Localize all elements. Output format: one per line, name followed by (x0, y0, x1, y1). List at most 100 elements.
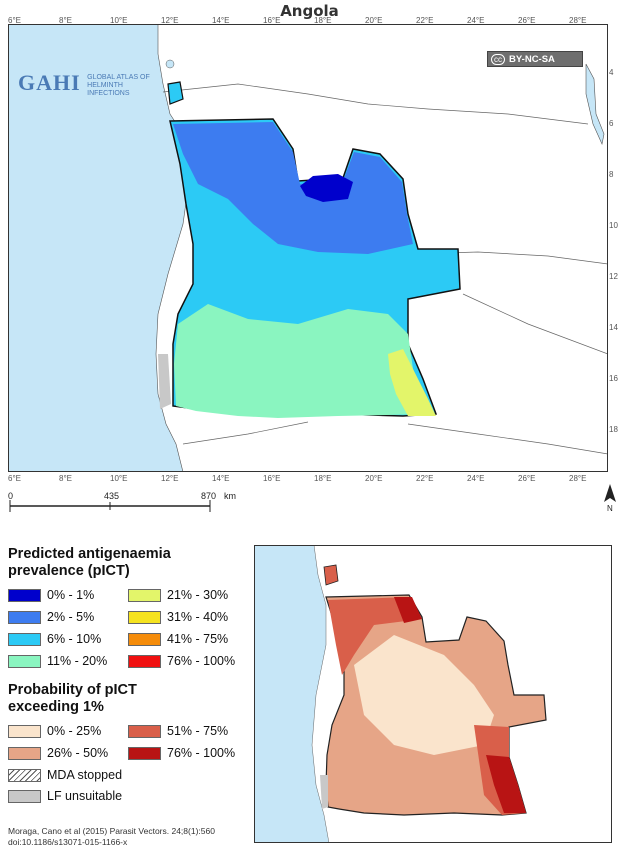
lon-tick-top-5: 16°E (263, 16, 281, 25)
region-2-5 (173, 122, 413, 254)
region-11-20 (174, 304, 433, 418)
legend-prob-swatch-2 (8, 746, 41, 760)
legend-prob-swatch-3 (128, 746, 161, 760)
legend-prob-heading-2: exceeding 1% (8, 699, 104, 715)
legend-pict-swatch-6 (8, 654, 41, 668)
legend-other-item-1: LF unsuitable (8, 789, 248, 803)
lon-tick-bottom-4: 14°E (212, 474, 230, 483)
lon-tick-bottom-11: 28°E (569, 474, 587, 483)
license-text: BY-NC-SA (509, 53, 555, 65)
inset-probability-map (254, 545, 612, 843)
lon-tick-top-1: 8°E (59, 16, 72, 25)
legend-pict-swatch-2 (8, 610, 41, 624)
legend-prob-label-3: 76% - 100% (167, 746, 236, 760)
lake-tanganyika (585, 63, 605, 145)
lon-tick-bottom-6: 18°E (314, 474, 332, 483)
lon-tick-top-0: 6°E (8, 16, 21, 25)
legend-pict-item-7: 76% - 100% (128, 654, 248, 668)
legend-probability: Probability of pICT exceeding 1% 0% - 25… (8, 682, 248, 803)
map-title: Angola (280, 2, 339, 20)
legend-pict-item-4: 6% - 10% (8, 632, 128, 646)
lon-tick-bottom-9: 24°E (467, 474, 485, 483)
legend-pict-swatch-1 (128, 588, 161, 602)
region-lf-unsuitable (158, 354, 171, 409)
lon-tick-top-6: 18°E (314, 16, 332, 25)
legend-prob-item-1: 51% - 75% (128, 724, 248, 738)
scale-label-435: 435 (104, 491, 119, 501)
logo-text: GAHI (18, 70, 81, 95)
lon-tick-top-8: 22°E (416, 16, 434, 25)
cabinda (167, 81, 184, 105)
scale-label-0: 0 (8, 491, 13, 501)
legend-pict-swatch-3 (128, 610, 161, 624)
legend-pict-swatch-0 (8, 588, 41, 602)
north-label: N (607, 504, 613, 512)
lon-tick-top-3: 12°E (161, 16, 179, 25)
legend-pict-item-6: 11% - 20% (8, 654, 128, 668)
scale-label-870: 870 (201, 491, 216, 501)
legend-prob-label-2: 26% - 50% (47, 746, 109, 760)
lon-tick-top-4: 14°E (212, 16, 230, 25)
legend-prob-label-1: 51% - 75% (167, 724, 229, 738)
legend-pict-label-7: 76% - 100% (167, 654, 236, 668)
legend-prob-heading-1: Probability of pICT (8, 682, 137, 698)
legend-pict: Predicted antigenaemia prevalence (pICT)… (8, 546, 248, 668)
legend-prob-item-2: 26% - 50% (8, 746, 128, 760)
legend-pict-item-2: 2% - 5% (8, 610, 128, 624)
main-map (8, 24, 608, 472)
citation: Moraga, Cano et al (2015) Parasit Vector… (8, 826, 215, 848)
legend-pict-label-6: 11% - 20% (47, 654, 108, 668)
scale-bar: 0 435 870 km (8, 491, 236, 512)
lat-tick-6: 16 (609, 374, 618, 383)
legend-prob-swatch-1 (128, 724, 161, 738)
lon-tick-bottom-1: 8°E (59, 474, 72, 483)
lat-tick-3: 10 (609, 221, 618, 230)
neighbor-borders (162, 83, 608, 455)
citation-line-2: doi:10.1186/s13071-015-1166-x (8, 837, 128, 847)
legend-pict-swatch-7 (128, 654, 161, 668)
lon-tick-bottom-2: 10°E (110, 474, 128, 483)
region-21-30 (388, 349, 436, 416)
lat-tick-0: 4 (609, 68, 614, 77)
lon-tick-top-10: 26°E (518, 16, 536, 25)
license-badge: cc BY-NC-SA (487, 51, 583, 67)
legend-pict-heading-2: prevalence (pICT) (8, 563, 130, 579)
citation-line-1: Moraga, Cano et al (2015) Parasit Vector… (8, 826, 215, 836)
lon-tick-bottom-7: 20°E (365, 474, 383, 483)
cc-icon: cc (491, 53, 505, 65)
legend-pict-swatch-5 (128, 632, 161, 646)
lat-tick-5: 14 (609, 323, 618, 332)
legend-pict-label-0: 0% - 1% (47, 588, 95, 602)
legend-other-label-0: MDA stopped (47, 768, 123, 782)
gahi-logo: GAHI GLOBAL ATLAS OF HELMINTH INFECTIONS (18, 70, 167, 98)
legend-pict-item-0: 0% - 1% (8, 588, 128, 602)
lat-tick-4: 12 (609, 272, 618, 281)
scale-unit: km (224, 491, 236, 501)
legend-pict-item-5: 41% - 75% (128, 632, 248, 646)
legend-pict-item-3: 31% - 40% (128, 610, 248, 624)
legend-pict-label-3: 31% - 40% (167, 610, 229, 624)
lon-tick-top-9: 24°E (467, 16, 485, 25)
legend-pict-heading-1: Predicted antigenaemia (8, 546, 171, 562)
legend-pict-label-2: 2% - 5% (47, 610, 95, 624)
legend-pict-label-4: 6% - 10% (47, 632, 102, 646)
logo-subtitle: GLOBAL ATLAS OF HELMINTH INFECTIONS (87, 73, 150, 97)
lat-tick-1: 6 (609, 119, 614, 128)
legend-prob-label-0: 0% - 25% (47, 724, 102, 738)
legend-other-swatch-0 (8, 768, 41, 782)
legend-pict-label-5: 41% - 75% (167, 632, 229, 646)
legend-other-item-0: MDA stopped (8, 768, 248, 782)
legend-prob-item-0: 0% - 25% (8, 724, 128, 738)
lon-tick-bottom-3: 12°E (161, 474, 179, 483)
lon-tick-top-11: 28°E (569, 16, 587, 25)
legend-other-swatch-1 (8, 789, 41, 803)
legend-pict-item-1: 21% - 30% (128, 588, 248, 602)
region-0-1 (300, 174, 353, 202)
legend-prob-swatch-0 (8, 724, 41, 738)
lon-tick-bottom-5: 16°E (263, 474, 281, 483)
legend-prob-item-3: 76% - 100% (128, 746, 248, 760)
lon-tick-top-2: 10°E (110, 16, 128, 25)
legend-other-label-1: LF unsuitable (47, 789, 123, 803)
lon-tick-bottom-0: 6°E (8, 474, 21, 483)
lon-tick-top-7: 20°E (365, 16, 383, 25)
